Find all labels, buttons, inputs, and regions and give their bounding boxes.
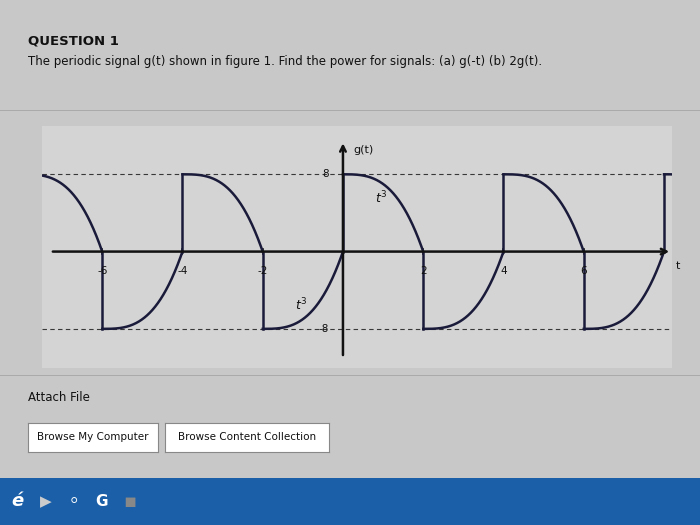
Text: ▪: ▪ <box>123 492 136 511</box>
Text: é: é <box>11 492 24 510</box>
Text: 2: 2 <box>420 266 426 276</box>
Text: Browse Content Collection: Browse Content Collection <box>178 432 316 442</box>
Text: -6: -6 <box>97 266 107 276</box>
Text: QUESTION 1: QUESTION 1 <box>28 34 119 47</box>
Text: ⚪: ⚪ <box>69 495 78 508</box>
Text: -2: -2 <box>258 266 268 276</box>
Text: -8: -8 <box>318 324 329 334</box>
Text: The periodic signal g(t) shown in figure 1. Find the power for signals: (a) g(-t: The periodic signal g(t) shown in figure… <box>28 55 542 68</box>
Text: G: G <box>95 494 108 509</box>
Text: -4: -4 <box>177 266 188 276</box>
Text: Browse My Computer: Browse My Computer <box>37 432 148 442</box>
Text: 8: 8 <box>322 169 329 180</box>
Text: $t^3$: $t^3$ <box>375 190 388 207</box>
Text: t: t <box>676 261 680 271</box>
Text: Attach File: Attach File <box>28 391 90 404</box>
Text: $t^3$: $t^3$ <box>295 297 307 313</box>
Text: g(t): g(t) <box>353 145 373 155</box>
Text: ▶: ▶ <box>40 494 51 509</box>
Text: 4: 4 <box>500 266 507 276</box>
Text: 6: 6 <box>580 266 587 276</box>
